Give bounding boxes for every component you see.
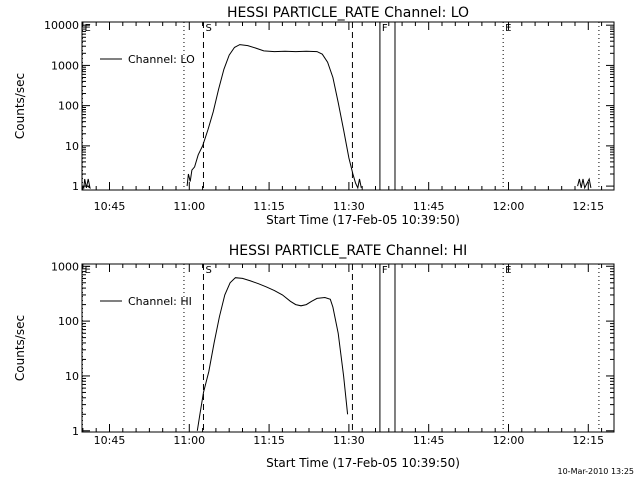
series-line: [81, 178, 91, 189]
series-line: [577, 177, 592, 190]
x-tick-label: 11:00: [173, 200, 205, 213]
x-tick-label: 12:15: [572, 434, 604, 447]
x-tick-label: 11:45: [413, 200, 445, 213]
y-axis-label: Counts/sec: [13, 315, 27, 381]
x-tick-label: 11:30: [333, 200, 365, 213]
y-tick-label: 1: [72, 425, 79, 438]
series-line: [196, 277, 349, 431]
y-tick-label: 100: [58, 315, 79, 328]
x-tick-label: 12:15: [572, 200, 604, 213]
y-tick-label: 1: [72, 180, 79, 193]
plot-frame: [81, 263, 615, 433]
legend-label: Channel: LO: [128, 53, 195, 66]
event-marker-label: S: [205, 265, 211, 276]
chart-title: HESSI PARTICLE_RATE Channel: LO: [227, 5, 469, 21]
y-tick-label: 1000: [51, 260, 79, 273]
x-tick-label: 11:45: [413, 434, 445, 447]
footer-timestamp: 10-Mar-2010 13:25: [558, 467, 635, 476]
y-tick-label: 1000: [51, 59, 79, 72]
x-tick-label: 10:45: [94, 434, 126, 447]
event-marker-label: E: [84, 265, 90, 276]
legend-label: Channel: HI: [128, 295, 192, 308]
y-axis-label: Counts/sec: [13, 73, 27, 139]
event-marker-label: F: [382, 23, 388, 34]
x-axis-label: Start Time (17-Feb-05 10:39:50): [266, 213, 460, 227]
plot-frame: [81, 21, 615, 191]
y-tick-label: 10: [65, 370, 79, 383]
event-marker-label: S: [205, 23, 211, 34]
x-tick-label: 12:00: [493, 434, 525, 447]
y-tick-label: 10000: [44, 19, 79, 32]
x-tick-label: 12:00: [493, 200, 525, 213]
x-tick-label: 11:30: [333, 434, 365, 447]
x-axis-label: Start Time (17-Feb-05 10:39:50): [266, 456, 460, 470]
event-marker-label: F: [382, 265, 388, 276]
y-tick-label: 10: [65, 140, 79, 153]
chart-title: HESSI PARTICLE_RATE Channel: HI: [229, 243, 467, 259]
chart-panel-lo: HESSI PARTICLE_RATE Channel: LOESFE10:45…: [13, 5, 615, 227]
x-tick-label: 11:00: [173, 434, 205, 447]
chart-panel-hi: HESSI PARTICLE_RATE Channel: HIESFE10:45…: [13, 243, 615, 470]
x-tick-label: 11:15: [253, 200, 285, 213]
series-line: [186, 44, 362, 190]
event-marker-label: E: [84, 23, 90, 34]
y-tick-label: 100: [58, 100, 79, 113]
x-tick-label: 10:45: [94, 200, 126, 213]
x-tick-label: 11:15: [253, 434, 285, 447]
